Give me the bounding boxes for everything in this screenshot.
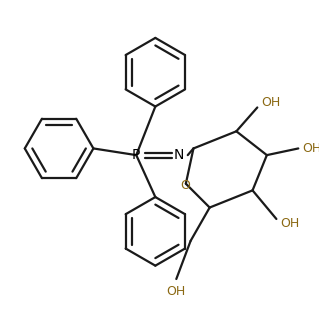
Text: O: O <box>180 179 190 192</box>
Text: P: P <box>132 148 140 162</box>
Text: OH: OH <box>280 217 299 230</box>
Text: OH: OH <box>302 142 319 155</box>
Text: OH: OH <box>261 96 280 109</box>
Text: N: N <box>174 148 184 162</box>
Text: OH: OH <box>167 285 186 298</box>
